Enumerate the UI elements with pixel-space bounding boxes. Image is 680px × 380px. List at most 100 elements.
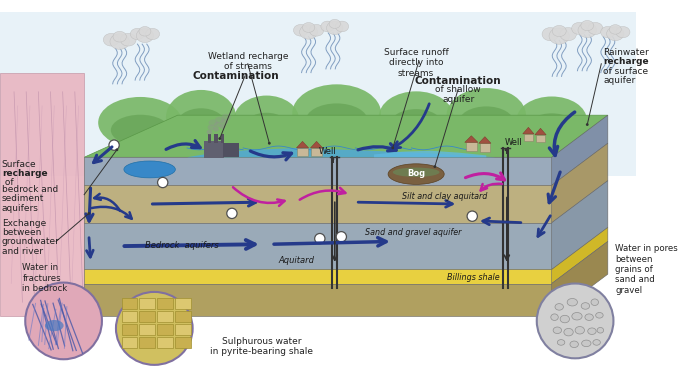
Text: aquifer: aquifer bbox=[442, 95, 475, 104]
Text: aquifers: aquifers bbox=[2, 204, 39, 212]
Ellipse shape bbox=[616, 27, 630, 38]
Text: Rainwater: Rainwater bbox=[603, 48, 649, 57]
Ellipse shape bbox=[131, 28, 144, 40]
Ellipse shape bbox=[221, 119, 228, 125]
Bar bbox=[524, 134, 533, 141]
Text: Water in
fractures
in bedrock: Water in fractures in bedrock bbox=[22, 263, 68, 293]
Bar bbox=[0, 12, 636, 176]
Text: Surface runoff
directly into
streams: Surface runoff directly into streams bbox=[384, 48, 449, 78]
Ellipse shape bbox=[315, 233, 325, 244]
Polygon shape bbox=[464, 136, 478, 142]
Bar bbox=[122, 310, 137, 322]
Ellipse shape bbox=[558, 340, 565, 345]
Ellipse shape bbox=[588, 328, 596, 334]
Polygon shape bbox=[311, 141, 322, 148]
Ellipse shape bbox=[549, 28, 569, 44]
Text: recharge: recharge bbox=[2, 169, 48, 178]
Ellipse shape bbox=[103, 33, 119, 46]
Bar bbox=[175, 337, 191, 348]
Text: Aquitard: Aquitard bbox=[279, 256, 315, 265]
Bar bbox=[175, 324, 191, 335]
Ellipse shape bbox=[292, 84, 381, 142]
Ellipse shape bbox=[591, 299, 598, 306]
Text: Sulphurous water
in pyrite-bearing shale: Sulphurous water in pyrite-bearing shale bbox=[210, 337, 313, 356]
Bar bbox=[139, 298, 155, 309]
Polygon shape bbox=[551, 115, 608, 185]
Text: of shallow: of shallow bbox=[435, 85, 481, 94]
Ellipse shape bbox=[581, 303, 590, 309]
Ellipse shape bbox=[214, 127, 219, 131]
Polygon shape bbox=[551, 143, 608, 223]
Ellipse shape bbox=[110, 34, 129, 49]
Text: groundwater: groundwater bbox=[2, 237, 60, 246]
Ellipse shape bbox=[570, 341, 579, 348]
Ellipse shape bbox=[139, 27, 151, 36]
Ellipse shape bbox=[388, 164, 444, 184]
Ellipse shape bbox=[116, 148, 118, 151]
Ellipse shape bbox=[597, 328, 604, 333]
Ellipse shape bbox=[326, 21, 343, 35]
Ellipse shape bbox=[309, 24, 324, 36]
Polygon shape bbox=[0, 73, 84, 316]
Ellipse shape bbox=[585, 314, 594, 320]
Text: Billings shale: Billings shale bbox=[447, 273, 500, 282]
Bar bbox=[466, 142, 477, 151]
Polygon shape bbox=[551, 180, 608, 269]
Ellipse shape bbox=[467, 211, 477, 221]
Ellipse shape bbox=[120, 33, 136, 46]
Bar bbox=[175, 310, 191, 322]
Text: of surface: of surface bbox=[603, 66, 648, 76]
Bar bbox=[122, 298, 137, 309]
Ellipse shape bbox=[166, 90, 236, 144]
Ellipse shape bbox=[222, 114, 231, 120]
Text: Bog: Bog bbox=[407, 169, 425, 178]
Polygon shape bbox=[479, 137, 491, 143]
Text: Exchange: Exchange bbox=[2, 218, 46, 228]
Polygon shape bbox=[84, 269, 551, 283]
Text: aquifer: aquifer bbox=[603, 76, 635, 85]
Ellipse shape bbox=[226, 208, 237, 218]
Text: and river: and river bbox=[2, 247, 43, 256]
Ellipse shape bbox=[136, 28, 154, 43]
Bar bbox=[297, 148, 307, 156]
Ellipse shape bbox=[294, 24, 308, 36]
Ellipse shape bbox=[332, 158, 335, 160]
Ellipse shape bbox=[393, 168, 439, 177]
Text: sediment: sediment bbox=[2, 194, 44, 203]
Ellipse shape bbox=[527, 113, 576, 141]
Ellipse shape bbox=[243, 113, 290, 142]
Ellipse shape bbox=[552, 25, 566, 36]
Ellipse shape bbox=[433, 165, 437, 168]
Ellipse shape bbox=[98, 97, 182, 148]
Bar bbox=[222, 143, 239, 157]
Bar bbox=[204, 141, 224, 158]
Ellipse shape bbox=[392, 147, 394, 149]
Ellipse shape bbox=[581, 21, 594, 31]
Ellipse shape bbox=[303, 22, 315, 32]
Bar bbox=[221, 134, 224, 143]
Ellipse shape bbox=[458, 106, 514, 139]
Ellipse shape bbox=[578, 23, 596, 38]
Bar bbox=[122, 337, 137, 348]
Polygon shape bbox=[84, 115, 608, 157]
Polygon shape bbox=[84, 185, 551, 223]
Ellipse shape bbox=[564, 328, 573, 336]
Ellipse shape bbox=[379, 91, 454, 143]
Text: of: of bbox=[2, 178, 14, 187]
Ellipse shape bbox=[588, 22, 603, 35]
Ellipse shape bbox=[553, 327, 562, 334]
Ellipse shape bbox=[596, 312, 603, 318]
Ellipse shape bbox=[447, 88, 526, 142]
Ellipse shape bbox=[124, 161, 175, 178]
Text: Well: Well bbox=[318, 147, 336, 157]
Ellipse shape bbox=[234, 95, 299, 144]
Ellipse shape bbox=[593, 340, 600, 345]
Ellipse shape bbox=[537, 283, 613, 358]
Ellipse shape bbox=[335, 21, 349, 32]
Ellipse shape bbox=[517, 97, 587, 143]
Ellipse shape bbox=[586, 123, 589, 126]
Ellipse shape bbox=[113, 31, 126, 42]
Ellipse shape bbox=[607, 27, 624, 41]
Bar bbox=[139, 324, 155, 335]
Bar bbox=[157, 324, 173, 335]
